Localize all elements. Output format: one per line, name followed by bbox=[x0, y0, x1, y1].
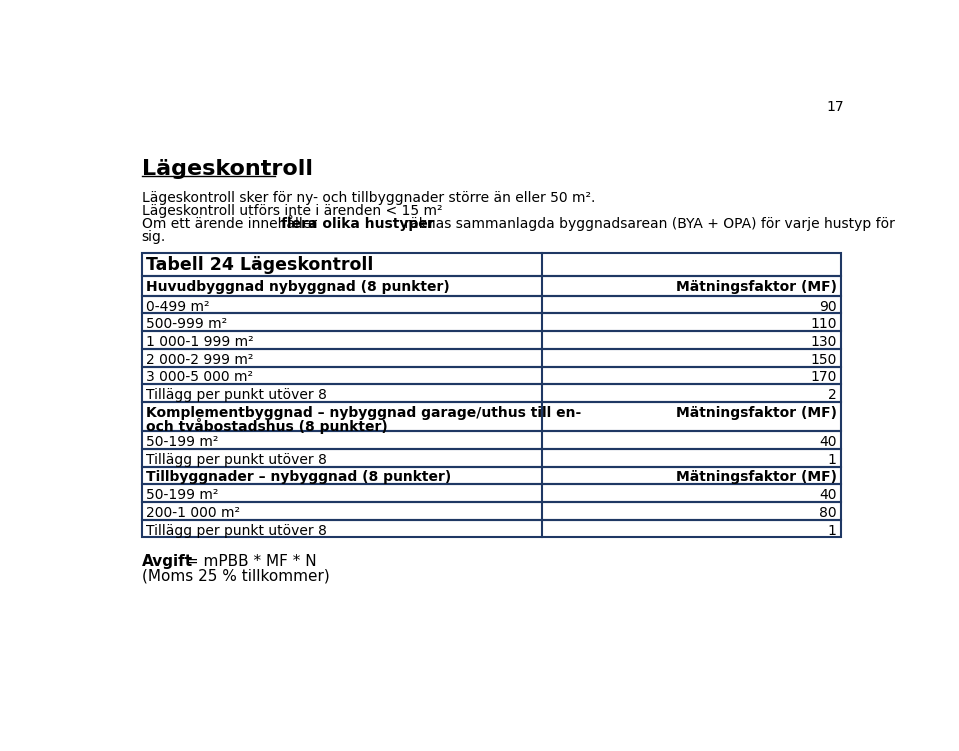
Text: Lägeskontroll sker för ny- och tillbyggnader större än eller 50 m².: Lägeskontroll sker för ny- och tillbyggn… bbox=[142, 191, 595, 205]
Text: 80: 80 bbox=[819, 506, 837, 520]
Text: Tillbyggnader – nybyggnad (8 punkter): Tillbyggnader – nybyggnad (8 punkter) bbox=[146, 470, 452, 484]
Text: 90: 90 bbox=[819, 300, 837, 314]
Text: (Moms 25 % tillkommer): (Moms 25 % tillkommer) bbox=[142, 569, 329, 584]
Bar bbox=[142, 331, 841, 349]
Text: 200-1 000 m²: 200-1 000 m² bbox=[146, 506, 240, 520]
Bar bbox=[142, 313, 841, 331]
Text: = mPBB * MF * N: = mPBB * MF * N bbox=[181, 554, 316, 569]
Text: 1: 1 bbox=[828, 453, 837, 467]
Text: Avgift: Avgift bbox=[142, 554, 193, 569]
Text: 1: 1 bbox=[828, 523, 837, 538]
Text: 110: 110 bbox=[810, 317, 837, 331]
Text: Lägeskontroll utförs inte i ärenden < 15 m²: Lägeskontroll utförs inte i ärenden < 15… bbox=[142, 204, 442, 218]
Text: 170: 170 bbox=[810, 370, 837, 385]
Bar bbox=[142, 466, 841, 484]
Text: 40: 40 bbox=[819, 488, 837, 502]
Text: 50-199 m²: 50-199 m² bbox=[146, 488, 219, 502]
Bar bbox=[142, 520, 841, 538]
Text: Tillägg per punkt utöver 8: Tillägg per punkt utöver 8 bbox=[146, 388, 327, 402]
Text: Lägeskontroll: Lägeskontroll bbox=[142, 159, 313, 179]
Bar bbox=[142, 502, 841, 520]
Bar bbox=[142, 449, 841, 466]
Text: Tillägg per punkt utöver 8: Tillägg per punkt utöver 8 bbox=[146, 453, 327, 467]
Bar bbox=[142, 402, 841, 431]
Text: Tillägg per punkt utöver 8: Tillägg per punkt utöver 8 bbox=[146, 523, 327, 538]
Text: 50-199 m²: 50-199 m² bbox=[146, 435, 219, 449]
Bar bbox=[142, 366, 841, 385]
Text: 17: 17 bbox=[827, 100, 845, 114]
Text: sig.: sig. bbox=[142, 231, 166, 244]
Text: 3 000-5 000 m²: 3 000-5 000 m² bbox=[146, 370, 253, 385]
Text: 0-499 m²: 0-499 m² bbox=[146, 300, 210, 314]
Text: 130: 130 bbox=[810, 335, 837, 349]
Text: 2: 2 bbox=[828, 388, 837, 402]
Text: Komplementbyggnad – nybyggnad garage/uthus till en-: Komplementbyggnad – nybyggnad garage/uth… bbox=[146, 406, 581, 420]
Text: 150: 150 bbox=[810, 353, 837, 366]
Text: Mätningsfaktor (MF): Mätningsfaktor (MF) bbox=[676, 279, 837, 294]
Bar bbox=[142, 276, 841, 296]
Text: flera olika hustyper: flera olika hustyper bbox=[281, 217, 434, 231]
Text: Huvudbyggnad nybyggnad (8 punkter): Huvudbyggnad nybyggnad (8 punkter) bbox=[146, 279, 450, 294]
Text: Om ett ärende innehåller: Om ett ärende innehåller bbox=[142, 217, 321, 231]
Text: 1 000-1 999 m²: 1 000-1 999 m² bbox=[146, 335, 254, 349]
Bar bbox=[142, 484, 841, 502]
Text: Tabell 24 Lägeskontroll: Tabell 24 Lägeskontroll bbox=[146, 256, 374, 274]
Text: Mätningsfaktor (MF): Mätningsfaktor (MF) bbox=[676, 406, 837, 420]
Text: Mätningsfaktor (MF): Mätningsfaktor (MF) bbox=[676, 470, 837, 484]
Text: 500-999 m²: 500-999 m² bbox=[146, 317, 227, 331]
Bar bbox=[142, 252, 841, 276]
Bar bbox=[142, 431, 841, 449]
Bar bbox=[142, 349, 841, 366]
Bar bbox=[142, 296, 841, 313]
Text: och tvåbostadshus (8 punkter): och tvåbostadshus (8 punkter) bbox=[146, 418, 388, 434]
Text: 2 000-2 999 m²: 2 000-2 999 m² bbox=[146, 353, 253, 366]
Text: 40: 40 bbox=[819, 435, 837, 449]
Bar bbox=[142, 385, 841, 402]
Text: räknas sammanlagda byggnadsarean (BYA + OPA) för varje hustyp för: räknas sammanlagda byggnadsarean (BYA + … bbox=[400, 217, 895, 231]
